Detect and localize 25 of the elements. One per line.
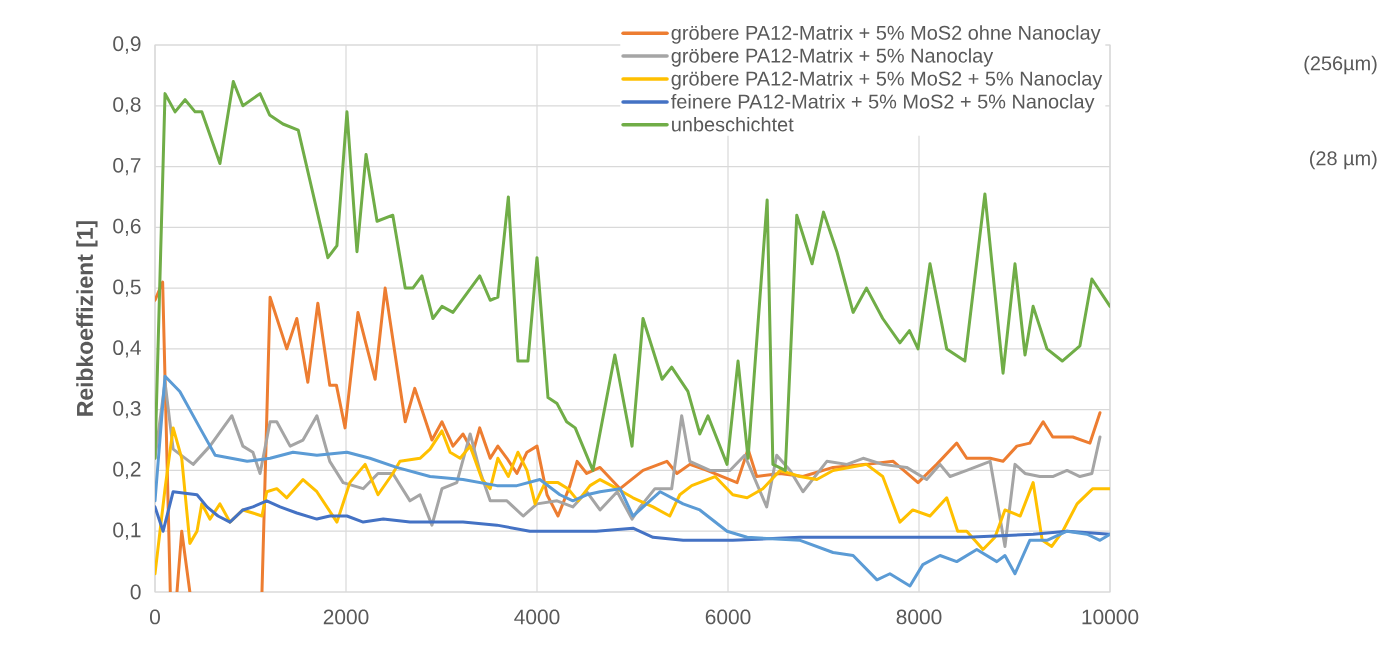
y-tick-label: 0,4	[113, 340, 141, 358]
y-tick-label: 0,5	[113, 279, 141, 297]
x-tick-label: 4000	[514, 609, 560, 625]
y-tick-label: 0	[130, 584, 141, 600]
y-tick-label: 0,2	[113, 461, 141, 480]
x-tick-label: 0	[150, 609, 160, 625]
x-tick-label: 2000	[323, 609, 369, 625]
y-tick-label: 0,3	[113, 401, 141, 419]
legend-label: unbeschichtet	[672, 116, 794, 132]
text: (28 µm)	[1310, 150, 1377, 170]
y-axis-title: Reibkoeffizient [1]	[76, 221, 98, 416]
text: (256µm)	[1304, 55, 1377, 75]
y-tick-label: 0,8	[113, 97, 141, 115]
line-series	[155, 374, 1111, 588]
y-tick-label: 0,6	[113, 218, 141, 236]
legend-label: feinere PA12-Matrix + 5% MoS2 + 5% Nanoclay	[671, 93, 1095, 113]
legend-label: gröbere PA12-Matrix + 5% MoS2 ohne Nanoclay	[671, 25, 1101, 44]
y-tick-label: 0,7	[113, 157, 141, 176]
x-tick-label: 8000	[896, 609, 942, 625]
y-tick-label: 0,1	[113, 522, 141, 540]
y-tick-label: 0,9	[113, 36, 141, 54]
legend-label: gröbere PA12-Matrix + 5% MoS2 + 5% Nanoclay	[671, 71, 1103, 90]
x-tick-label: 10000	[1082, 609, 1139, 625]
x-tick-label: 6000	[705, 609, 751, 625]
legend-label: gröbere PA12-Matrix + 5% Nanoclay	[671, 48, 994, 67]
